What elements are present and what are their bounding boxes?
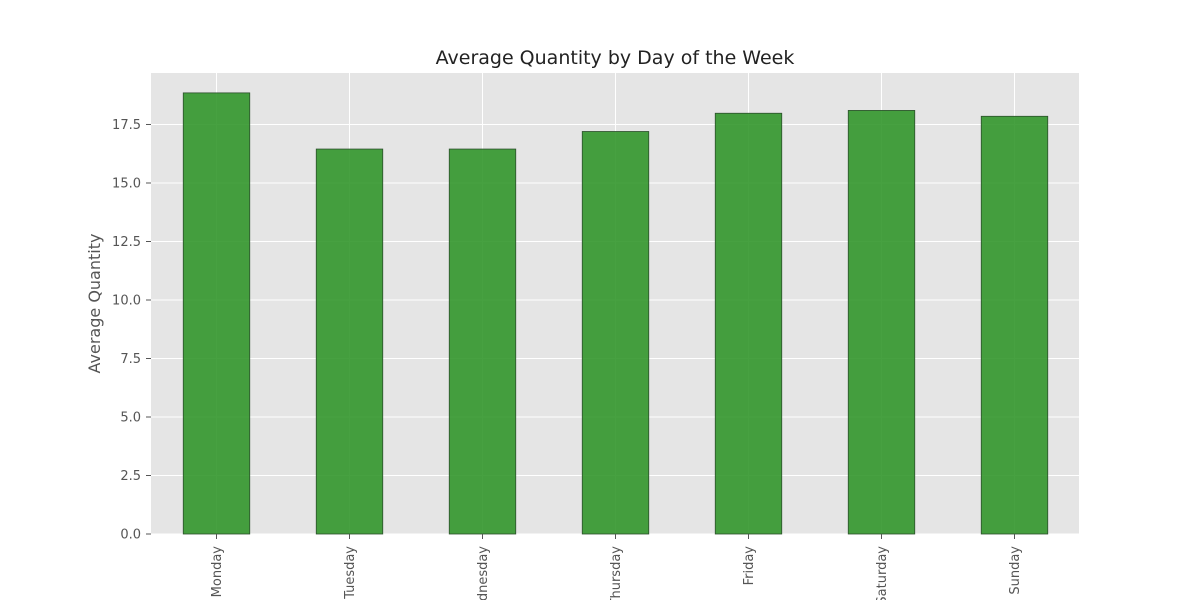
x-tick-label: Wednesday [476, 546, 491, 600]
chart-title: Average Quantity by Day of the Week [436, 47, 795, 69]
x-axis-ticks: Monday Tuesday Wednesday Thursday Friday Satu… [210, 534, 1023, 600]
y-tick-label: 12.5 [112, 235, 141, 250]
x-tick-label: Friday [742, 546, 757, 586]
y-tick-label: 5.0 [120, 410, 141, 425]
bars [182, 92, 1049, 535]
bar-thursday [581, 131, 650, 535]
bar-tuesday [315, 148, 384, 535]
y-tick-label: 10.0 [112, 293, 141, 308]
x-tick-label: Tuesday [343, 546, 358, 600]
bar-wednesday [448, 148, 517, 535]
bar-friday [714, 112, 783, 535]
x-tick-label: Monday [210, 546, 225, 598]
x-tick-label: Thursday [609, 546, 624, 600]
x-tick-label: Saturday [875, 546, 890, 600]
y-axis-label: Average Quantity [85, 234, 104, 374]
y-tick-label: 0.0 [120, 528, 141, 543]
y-tick-label: 17.5 [112, 118, 141, 133]
y-tick-label: 15.0 [112, 176, 141, 191]
y-axis-ticks: 0.0 2.5 5.0 7.5 10.0 12.5 15.0 17.5 [112, 118, 151, 543]
bar-saturday [847, 110, 916, 535]
y-tick-label: 7.5 [120, 352, 141, 367]
y-tick-label: 2.5 [120, 469, 141, 484]
bar-sunday [980, 115, 1049, 535]
bar-monday [182, 92, 251, 535]
x-tick-label: Sunday [1008, 546, 1023, 595]
